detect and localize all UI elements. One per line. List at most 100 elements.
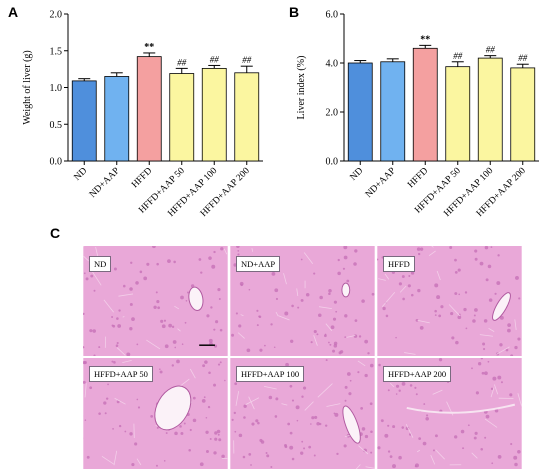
nucleus (319, 295, 323, 300)
nucleus (454, 258, 457, 262)
histology-tile: HFFD (376, 245, 523, 357)
nucleus (514, 462, 518, 467)
nucleus (113, 361, 116, 364)
nucleus (271, 272, 276, 276)
nucleus (510, 354, 514, 356)
nucleus (473, 436, 477, 440)
nucleus (434, 309, 437, 313)
nucleus (265, 452, 268, 454)
nucleus (131, 463, 135, 467)
nucleus (264, 344, 266, 347)
nucleus (395, 393, 398, 395)
nucleus (129, 327, 133, 331)
sinusoid (436, 270, 441, 281)
sinusoid (304, 401, 314, 411)
nucleus (499, 343, 503, 347)
nucleus (192, 418, 197, 423)
nucleus (499, 315, 504, 320)
sinusoid (416, 449, 421, 453)
nucleus (382, 306, 386, 311)
sinusoid (355, 464, 361, 469)
category-label: ND+AAP (88, 166, 122, 200)
nucleus (300, 451, 304, 455)
nucleus (329, 343, 332, 346)
bar (477, 57, 503, 162)
nucleus (233, 263, 237, 267)
histology-tile: HFFD+AAP 50 (82, 357, 229, 470)
nucleus (289, 431, 293, 435)
nucleus (316, 421, 320, 426)
nucleus (251, 422, 255, 426)
nucleus (487, 360, 490, 363)
nucleus (205, 430, 209, 434)
sinusoid (517, 393, 522, 408)
nucleus (275, 397, 279, 401)
nucleus (344, 314, 348, 318)
nucleus (159, 370, 163, 374)
nucleus (398, 389, 401, 392)
nucleus (369, 363, 374, 368)
histology-label: HFFD+AAP 200 (383, 366, 452, 382)
nucleus (301, 440, 304, 443)
nucleus (243, 404, 247, 408)
nucleus (266, 454, 270, 458)
nucleus (335, 310, 338, 313)
significance-label: ## (453, 51, 463, 61)
nucleus (342, 267, 346, 270)
y-tick-label: 4.0 (326, 59, 339, 70)
nucleus (313, 454, 316, 457)
nucleus (274, 415, 278, 418)
sinusoid (428, 250, 436, 257)
nucleus (259, 348, 263, 352)
nucleus (497, 254, 500, 257)
nucleus (156, 300, 160, 304)
nucleus (434, 314, 437, 317)
category-label: HFFD (406, 166, 430, 190)
nucleus (392, 464, 396, 469)
nucleus (308, 445, 312, 449)
panel-letter-c: C (50, 225, 61, 241)
nucleus (270, 466, 273, 469)
nucleus (353, 262, 357, 266)
nucleus (332, 349, 336, 353)
nucleus (303, 447, 306, 450)
nucleus (392, 425, 396, 429)
nucleus (202, 364, 206, 368)
nucleus (475, 391, 479, 395)
nucleus (440, 305, 444, 309)
bar (104, 76, 130, 162)
nucleus (369, 402, 373, 406)
nucleus (357, 371, 360, 374)
nucleus (296, 419, 299, 422)
vessel (492, 292, 511, 321)
nucleus (480, 447, 483, 451)
nucleus (364, 373, 368, 378)
nucleus (361, 427, 366, 431)
nucleus (314, 415, 318, 420)
nucleus (487, 264, 492, 269)
nucleus (514, 345, 518, 350)
y-tick-label: 1.5 (50, 46, 63, 57)
nucleus (104, 412, 107, 415)
nucleus (129, 287, 133, 291)
nucleus (300, 298, 304, 302)
nucleus (465, 327, 468, 330)
nucleus (500, 381, 503, 384)
nucleus (401, 275, 405, 279)
nucleus (333, 344, 338, 348)
nucleus (305, 292, 310, 297)
nucleus (129, 302, 133, 306)
nucleus (83, 360, 87, 365)
sinusoid (494, 384, 499, 395)
nucleus (484, 371, 488, 376)
nucleus (425, 417, 429, 421)
nucleus (221, 454, 225, 459)
nucleus (234, 382, 238, 386)
nucleus (256, 324, 259, 327)
histology-label: HFFD+AAP 50 (89, 366, 153, 382)
nucleus (135, 281, 139, 285)
nucleus (237, 253, 240, 256)
category-label: ND (73, 166, 90, 183)
sinusoid (122, 359, 132, 363)
nucleus (364, 339, 369, 344)
